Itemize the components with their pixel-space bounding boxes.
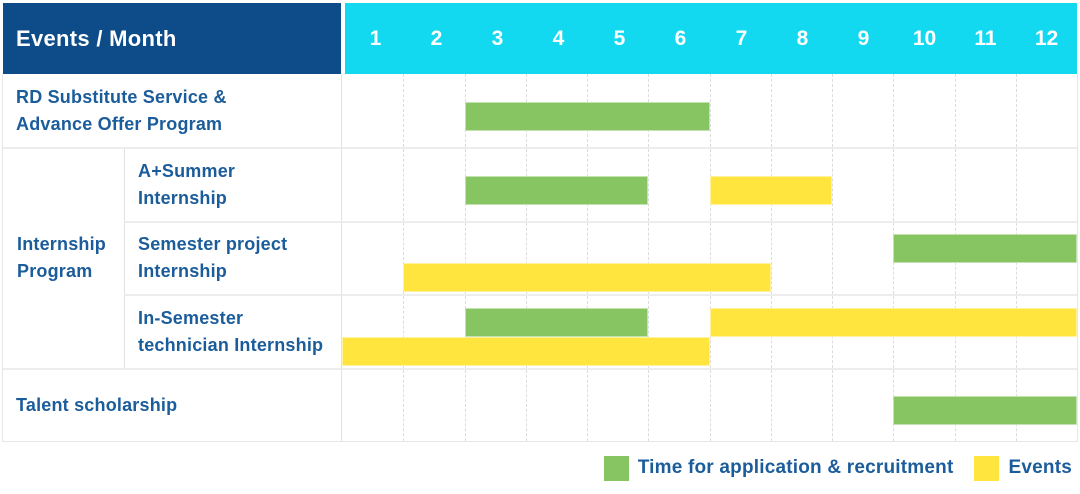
label-line: Internship bbox=[138, 188, 228, 209]
month-header-4: 4 bbox=[552, 26, 565, 50]
month-gridline bbox=[709, 369, 711, 441]
month-gridline bbox=[770, 74, 772, 148]
month-gridline bbox=[832, 149, 833, 221]
row-label-talent-scholarship: Talent scholarship bbox=[3, 367, 341, 441]
yellow-bar-in-semester-technician-internship-m1-m6 bbox=[342, 336, 710, 366]
table-body: RD Substitute Service & Advance Offer Pro… bbox=[2, 74, 1078, 442]
month-gridline bbox=[893, 149, 895, 221]
chart-row-semester-project-internship bbox=[341, 220, 1077, 295]
month-header-6: 6 bbox=[674, 26, 687, 50]
green-bar-a-plus-summer-internship-m3-m5 bbox=[464, 176, 649, 206]
legend-label: Time for application & recruitment bbox=[637, 457, 954, 478]
group-label-internship-program: Internship Program bbox=[3, 147, 124, 367]
month-header-3: 3 bbox=[491, 26, 504, 50]
month-gridline bbox=[1015, 74, 1017, 148]
month-gridline bbox=[832, 74, 833, 148]
label-line: A+Summer bbox=[138, 161, 236, 182]
label-line: Internship bbox=[138, 261, 228, 282]
row-label-semester-project-internship: Semester project Internship bbox=[124, 220, 341, 295]
yellow-bar-in-semester-technician-internship-m7-m12 bbox=[709, 307, 1077, 337]
month-gridline bbox=[709, 74, 711, 148]
month-gridline bbox=[893, 74, 895, 148]
label-line: In-Semester bbox=[138, 307, 244, 328]
label-line: technician Internship bbox=[138, 334, 324, 355]
green-bar-semester-project-internship-m10-m12 bbox=[893, 234, 1077, 264]
month-gridline bbox=[464, 369, 466, 441]
chart-row-rd-substitute bbox=[341, 74, 1077, 148]
month-header-12: 12 bbox=[1034, 26, 1059, 50]
month-gridline bbox=[832, 369, 833, 441]
yellow-bar-semester-project-internship-m2-m7 bbox=[403, 263, 771, 293]
month-gridline bbox=[403, 222, 405, 295]
month-gridline bbox=[954, 149, 956, 221]
month-gridline bbox=[525, 222, 527, 295]
green-bar-talent-scholarship-m10-m12 bbox=[893, 396, 1077, 426]
label-line: Internship bbox=[17, 234, 107, 255]
yellow-bar-a-plus-summer-internship-m7-m8 bbox=[709, 176, 832, 206]
month-header-5: 5 bbox=[613, 26, 626, 50]
row-label-in-semester-technician-internship: In-Semester technician Internship bbox=[124, 294, 341, 368]
row-label-a-plus-summer-internship: A+Summer Internship bbox=[124, 147, 341, 221]
yellow-swatch-icon bbox=[974, 455, 1000, 481]
month-gridline bbox=[954, 74, 956, 148]
month-gridline bbox=[832, 222, 833, 295]
label-line: RD Substitute Service & bbox=[16, 86, 227, 107]
legend-item-yellow: Events bbox=[974, 455, 1072, 481]
corner-header: Events / Month bbox=[3, 3, 341, 74]
chart-row-a-plus-summer-internship bbox=[341, 147, 1077, 221]
legend-item-green: Time for application & recruitment bbox=[603, 455, 954, 481]
month-header-1: 1 bbox=[369, 26, 382, 50]
month-header-11: 11 bbox=[974, 26, 997, 50]
month-header-7: 7 bbox=[735, 26, 748, 50]
month-gridline bbox=[1015, 149, 1017, 221]
month-gridline bbox=[770, 222, 772, 295]
label-line: Program bbox=[17, 261, 93, 282]
month-gridline bbox=[525, 369, 527, 441]
month-gridline bbox=[648, 149, 650, 221]
legend-label: Events bbox=[1008, 457, 1072, 478]
label-line: Advance Offer Program bbox=[16, 113, 223, 134]
month-header-strip: 1 2 3 4 5 6 7 8 9 10 11 12 bbox=[345, 3, 1077, 74]
month-header-8: 8 bbox=[796, 26, 809, 50]
table-header: Events / Month 1 2 3 4 5 6 7 8 9 10 11 12 bbox=[3, 3, 1077, 74]
legend: Time for application & recruitment Events bbox=[0, 442, 1080, 494]
month-header-9: 9 bbox=[857, 26, 870, 50]
label-line: Semester project bbox=[138, 234, 288, 255]
month-gridline bbox=[464, 222, 466, 295]
month-header-2: 2 bbox=[430, 26, 443, 50]
chart-row-talent-scholarship bbox=[341, 367, 1077, 441]
row-label-rd-substitute: RD Substitute Service & Advance Offer Pro… bbox=[3, 74, 341, 147]
month-gridline bbox=[403, 296, 405, 368]
month-gridline bbox=[403, 369, 405, 441]
month-gridline bbox=[587, 222, 588, 295]
month-gridline bbox=[403, 149, 405, 221]
month-gridline bbox=[709, 222, 711, 295]
green-bar-rd-substitute-m3-m6 bbox=[464, 101, 710, 131]
month-gridline bbox=[770, 369, 772, 441]
label-line: Talent scholarship bbox=[16, 394, 178, 415]
chart-row-in-semester-technician-internship bbox=[341, 294, 1077, 368]
month-header-10: 10 bbox=[912, 26, 937, 50]
month-gridline bbox=[403, 74, 405, 148]
month-gridline bbox=[648, 222, 650, 295]
month-gridline bbox=[648, 296, 650, 368]
month-gridline bbox=[587, 369, 588, 441]
green-swatch-icon bbox=[603, 455, 629, 481]
green-bar-in-semester-technician-internship-m3-m5 bbox=[464, 307, 649, 337]
month-gridline bbox=[648, 369, 650, 441]
